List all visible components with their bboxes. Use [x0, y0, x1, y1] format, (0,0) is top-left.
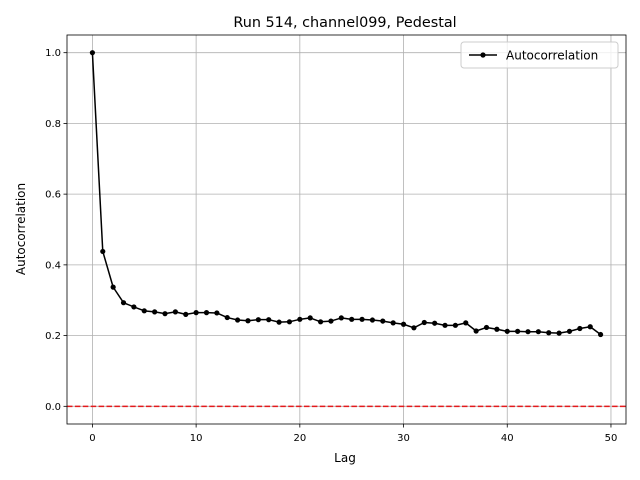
data-point — [452, 322, 458, 328]
plot-area — [66, 34, 627, 425]
data-point — [193, 310, 199, 316]
y-tick-label: 0.0 — [45, 402, 61, 413]
data-point — [546, 330, 552, 336]
chart-title: Run 514, channel099, Pedestal — [233, 15, 456, 31]
x-axis-label: Lag — [334, 451, 356, 465]
data-point — [369, 317, 376, 323]
legend-marker-swatch — [480, 52, 486, 58]
data-point — [141, 308, 147, 314]
x-tick-label: 30 — [397, 433, 410, 444]
x-tick-label: 40 — [501, 433, 514, 444]
y-tick-label: 0.4 — [45, 260, 61, 271]
y-tick-label: 0.2 — [45, 331, 61, 342]
x-axis: 0 10 20 30 40 50 — [89, 424, 617, 444]
data-point — [235, 317, 241, 323]
plot-frame — [66, 34, 627, 425]
data-point — [525, 329, 531, 335]
data-point — [463, 320, 469, 326]
data-point — [276, 319, 282, 325]
data-point — [110, 284, 116, 290]
data-point — [162, 311, 168, 317]
data-point — [307, 315, 313, 321]
data-point — [473, 328, 479, 334]
data-point — [317, 319, 324, 325]
data-point — [390, 320, 396, 326]
data-point — [380, 318, 386, 324]
legend: Autocorrelation — [460, 41, 619, 69]
y-tick-label: 1.0 — [45, 48, 61, 59]
y-tick-label: 0.6 — [45, 190, 61, 201]
data-point — [556, 330, 562, 336]
data-point — [152, 309, 158, 315]
data-point — [411, 325, 417, 331]
y-axis: 0.0 0.2 0.4 0.6 0.8 1.0 — [45, 48, 67, 413]
data-point — [89, 50, 96, 56]
data-point — [172, 309, 178, 315]
data-point — [421, 319, 427, 326]
x-tick-label: 10 — [190, 433, 203, 444]
data-point — [245, 318, 251, 324]
data-point — [432, 320, 438, 326]
plot-background — [67, 35, 626, 424]
data-point — [349, 316, 355, 322]
data-point — [120, 300, 127, 306]
data-point — [515, 328, 521, 334]
data-point — [504, 328, 510, 334]
x-tick-label: 50 — [605, 433, 618, 444]
data-point — [494, 326, 500, 332]
data-point — [266, 317, 272, 323]
x-tick-label: 0 — [89, 433, 95, 444]
data-point — [100, 248, 106, 255]
data-point — [224, 314, 230, 321]
grid-lines — [67, 35, 626, 424]
data-point — [359, 316, 365, 322]
data-point — [442, 322, 448, 328]
data-point — [483, 324, 490, 331]
data-point — [577, 325, 583, 332]
y-tick-label: 0.8 — [45, 119, 61, 130]
data-point — [566, 328, 573, 334]
data-point — [286, 319, 293, 325]
legend-label: Autocorrelation — [506, 49, 598, 63]
data-point — [255, 317, 261, 323]
data-point — [535, 329, 541, 335]
x-tick-label: 20 — [293, 433, 306, 444]
data-point — [587, 324, 593, 330]
y-axis-label: Autocorrelation — [14, 183, 28, 275]
series-group — [89, 50, 604, 338]
legend-box — [460, 41, 619, 69]
data-point — [400, 321, 407, 327]
data-point — [183, 311, 189, 317]
data-point — [203, 310, 210, 316]
data-point — [214, 310, 220, 316]
data-point — [338, 315, 344, 321]
data-point — [131, 304, 137, 310]
data-point — [297, 316, 303, 322]
data-point — [328, 318, 334, 324]
data-point — [597, 331, 604, 338]
